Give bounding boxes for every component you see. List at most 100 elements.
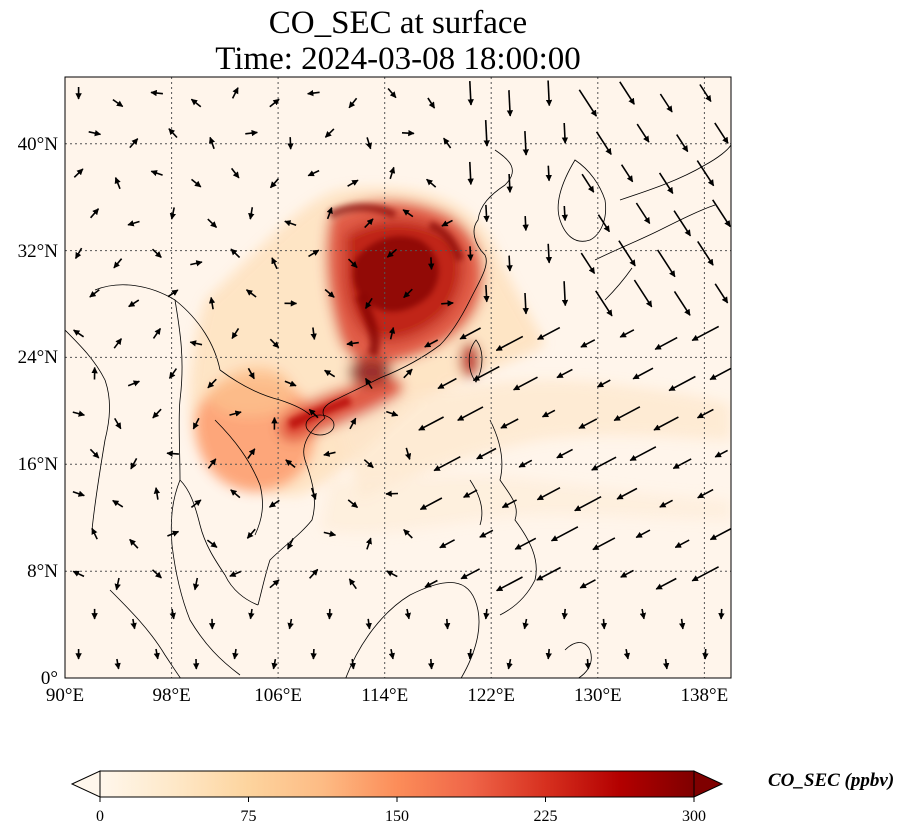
wind-arrow — [476, 447, 497, 460]
wind-arrow — [620, 569, 634, 578]
wind-arrow — [152, 408, 162, 419]
wind-arrow — [208, 296, 216, 310]
wind-arrow — [545, 80, 553, 107]
wind-arrow — [639, 608, 647, 620]
wind-arrow — [653, 416, 679, 431]
wind-arrow — [545, 243, 553, 264]
wind-arrow — [441, 219, 453, 227]
wind-arrow — [153, 648, 160, 660]
wind-arrow — [113, 258, 123, 269]
wind-arrow — [578, 89, 598, 117]
wind-arrow — [580, 339, 596, 348]
wind-arrow — [506, 255, 513, 272]
wind-arrow — [712, 199, 731, 228]
wind-arrow — [439, 539, 455, 549]
wind-arrow — [506, 658, 513, 670]
wind-arrow — [673, 210, 692, 237]
wind-arrow — [363, 459, 374, 469]
wind-arrow — [386, 410, 399, 417]
wind-arrow — [150, 170, 163, 177]
wind-arrow — [89, 208, 100, 219]
wind-arrow — [308, 408, 319, 419]
wind-arrow — [536, 486, 561, 501]
wind-arrow — [623, 648, 631, 660]
lon-tick-label: 114°E — [361, 685, 408, 706]
wind-arrow — [536, 566, 561, 581]
wind-arrow — [427, 658, 435, 670]
wind-arrow — [192, 577, 200, 591]
wind-arrow — [271, 658, 278, 670]
wind-arrow — [697, 488, 714, 499]
wind-arrow — [619, 329, 635, 338]
wind-arrow — [401, 129, 415, 137]
wind-arrow — [347, 499, 359, 509]
wind-arrow — [248, 608, 255, 620]
wind-arrow — [619, 81, 635, 105]
wind-arrow — [207, 458, 217, 469]
wind-arrow — [472, 365, 500, 382]
wind-arrow — [467, 648, 474, 660]
wind-arrow — [496, 576, 523, 592]
chart-title: CO_SEC at surface — [268, 5, 528, 41]
wind-arrow — [114, 177, 121, 190]
wind-arrow — [308, 249, 320, 258]
wind-arrow — [696, 160, 715, 187]
wind-arrow — [286, 538, 294, 550]
wind-arrow — [231, 327, 240, 340]
lat-tick-label: 8°N — [27, 561, 58, 582]
wind-arrow — [192, 417, 200, 430]
wind-arrow — [230, 248, 241, 259]
wind-arrow — [676, 134, 689, 153]
wind-arrow — [112, 499, 124, 508]
wind-arrow — [91, 527, 98, 540]
lon-tick-label: 138°E — [681, 685, 729, 706]
wind-arrow — [584, 658, 592, 670]
colorbar-label: CO_SEC (ppbv) — [768, 770, 895, 791]
wind-arrow — [247, 367, 255, 380]
wind-arrow — [347, 258, 358, 269]
wind-arrow — [662, 658, 670, 670]
wind-arrow — [73, 168, 84, 178]
wind-arrow — [323, 530, 337, 537]
wind-arrow — [500, 418, 519, 429]
wind-arrow — [427, 97, 436, 109]
wind-arrow — [349, 658, 356, 670]
wind-arrow — [561, 608, 568, 620]
wind-arrow — [127, 220, 140, 227]
wind-arrow — [310, 648, 317, 660]
chart-subtitle-time: Time: 2024-03-08 18:00:00 — [215, 41, 581, 77]
wind-arrow — [307, 169, 320, 177]
lon-tick-label: 130°E — [574, 685, 622, 706]
wind-arrow — [389, 166, 396, 180]
wind-arrow — [388, 326, 396, 340]
wind-arrow — [443, 137, 452, 149]
wind-arrow — [513, 376, 538, 391]
wind-arrow — [522, 292, 529, 315]
wind-arrow — [231, 87, 239, 99]
gridlines — [65, 77, 731, 678]
wind-arrow — [285, 459, 296, 469]
wind-arrow — [537, 326, 561, 341]
wind-arrow — [522, 216, 529, 232]
wind-arrow — [246, 528, 256, 539]
wind-arrow — [167, 289, 179, 298]
lat-tick-label: 24°N — [18, 347, 59, 368]
wind-arrow — [506, 90, 514, 117]
wind-arrow — [245, 289, 257, 298]
colorbar: 0 75 150 225 300 — [70, 770, 724, 825]
wind-arrow — [443, 618, 451, 630]
wind-arrow — [673, 290, 691, 316]
wind-arrow — [229, 570, 242, 577]
wind-arrow — [230, 489, 241, 499]
wind-arrow — [247, 448, 256, 459]
wind-arrow — [152, 327, 162, 339]
wind-arrow — [579, 579, 596, 589]
wind-arrow — [73, 329, 85, 338]
wind-arrow — [310, 327, 317, 341]
wind-arrow — [672, 458, 692, 470]
wind-arrow — [600, 618, 608, 630]
wind-arrow — [326, 206, 333, 220]
wind-arrow — [483, 120, 490, 147]
wind-arrow — [561, 281, 569, 307]
wind-arrow — [595, 290, 613, 317]
